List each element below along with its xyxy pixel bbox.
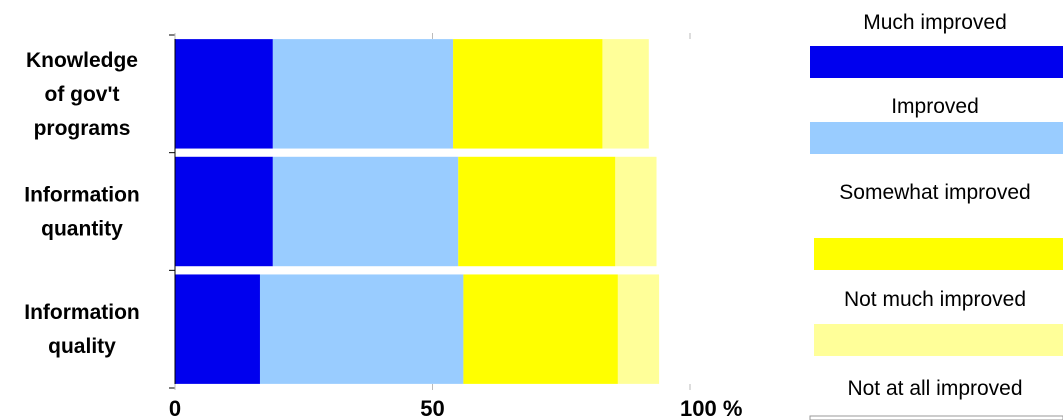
bar-segment: [272, 39, 454, 149]
bar-segment: [617, 274, 660, 384]
category-label: Knowledge of gov't programs: [26, 49, 138, 140]
x-tick-label: 50: [420, 396, 444, 420]
bar-segment: [175, 274, 260, 384]
legend-swatch: [810, 46, 1063, 78]
axes-layer: [169, 33, 691, 390]
legend-swatch: [814, 238, 1063, 270]
bar-segment: [175, 156, 273, 267]
bar-segment: [458, 156, 616, 267]
bar-segment: [272, 156, 459, 267]
bar-segment: [463, 274, 618, 384]
category-label: Information quality: [24, 301, 140, 358]
x-tick-labels: 0 50 100 %: [169, 396, 743, 420]
category-label: Information quantity: [24, 184, 140, 241]
x-tick-label: 100 %: [680, 396, 742, 420]
legend-label: Not much improved: [844, 288, 1026, 311]
legend-swatch: [810, 122, 1063, 154]
bar-segment: [602, 39, 649, 149]
legend: Much improved Improved Somewhat improved No…: [809, 11, 1063, 420]
legend-label: Not at all improved: [847, 377, 1022, 400]
bar-segment: [175, 39, 273, 149]
legend-label: Improved: [891, 95, 979, 118]
legend-swatch: [809, 415, 1063, 420]
bar-segment: [615, 156, 657, 267]
x-tick-label: 0: [169, 396, 181, 420]
legend-label: Much improved: [863, 11, 1007, 34]
bar-segment: [453, 39, 603, 149]
legend-label: Somewhat improved: [839, 181, 1030, 204]
legend-swatch: [814, 324, 1063, 356]
bar-segment: [259, 274, 464, 384]
category-labels: Knowledge of gov't programs Information quan…: [24, 49, 140, 358]
bars-layer: [175, 39, 660, 384]
